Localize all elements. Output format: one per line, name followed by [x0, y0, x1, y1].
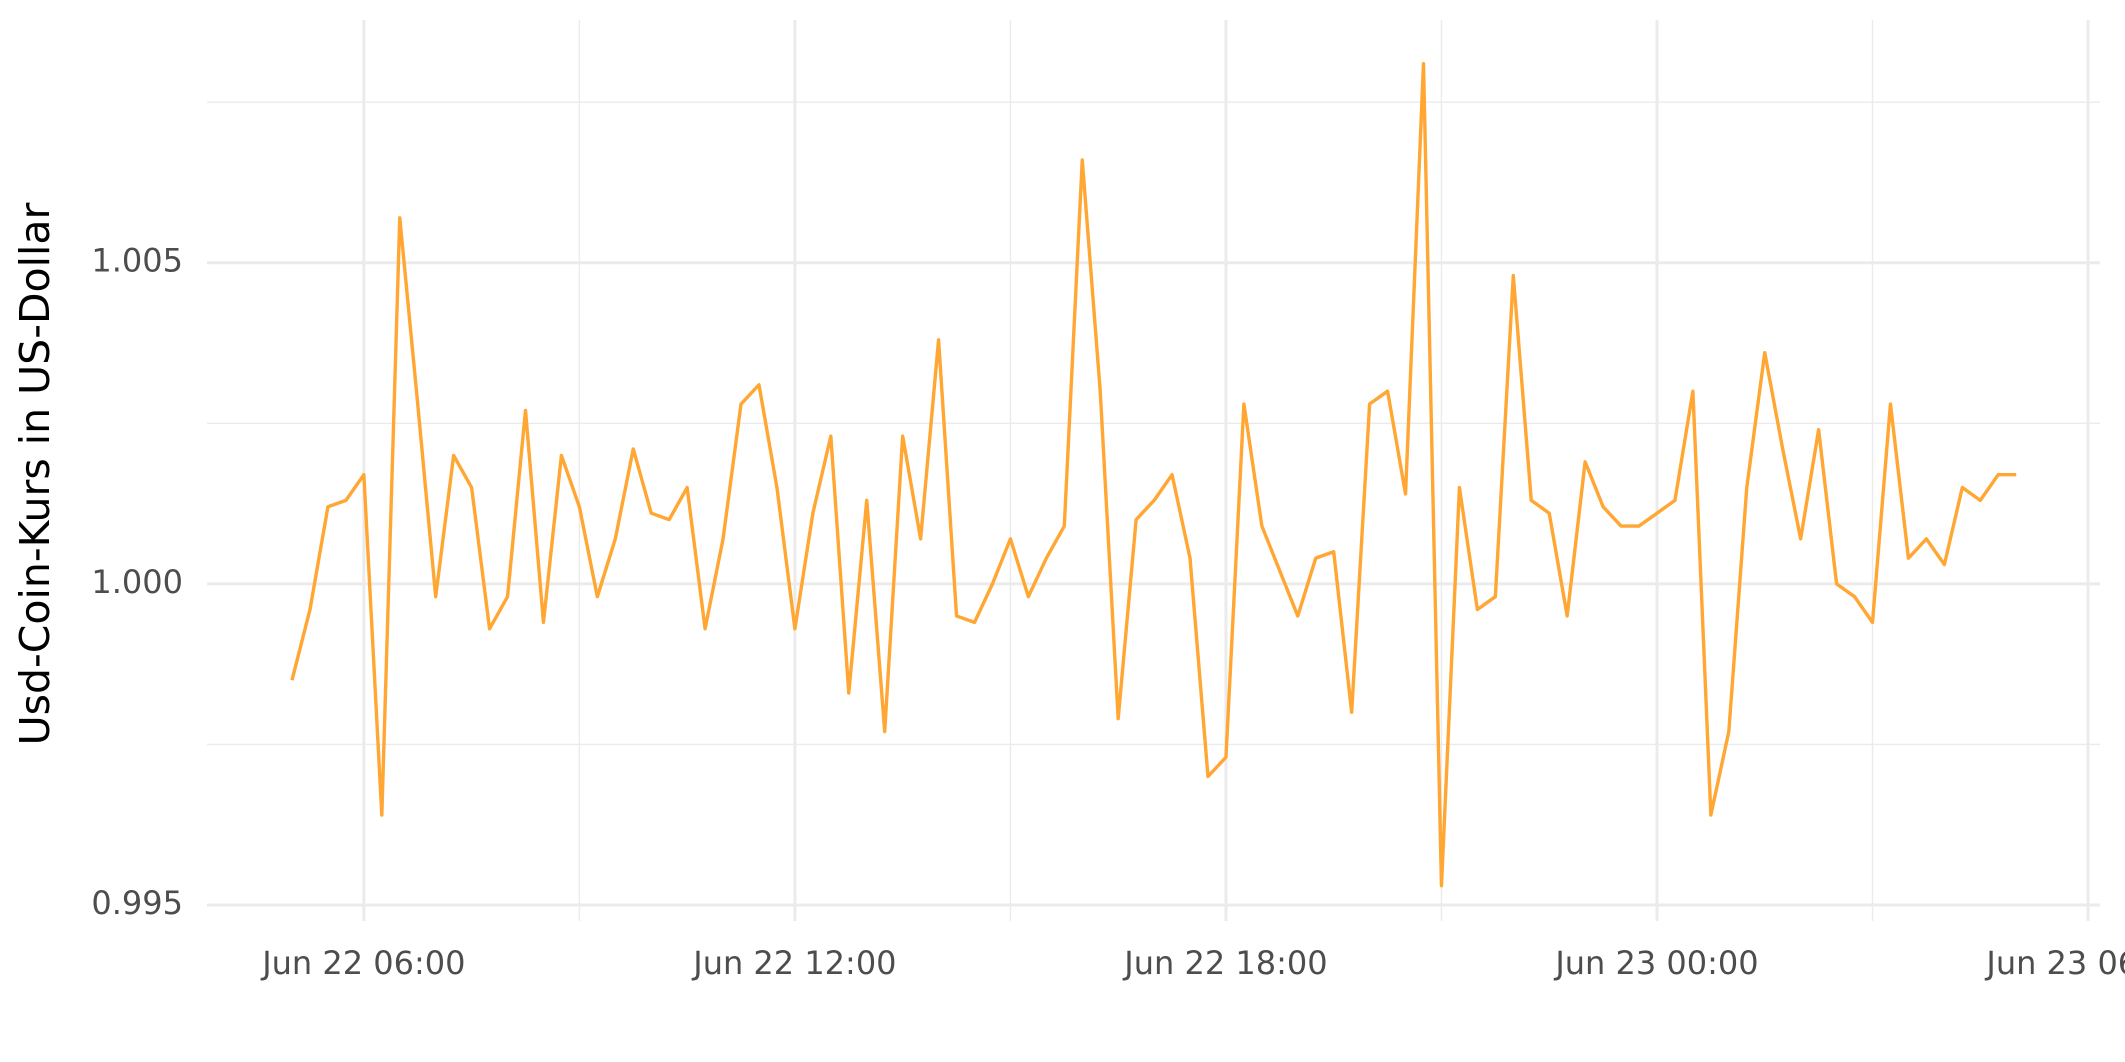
- x-tick-label: Jun 22 12:00: [691, 944, 896, 982]
- y-axis-label: Usd-Coin-Kurs in US-Dollar: [11, 202, 59, 745]
- x-tick-label: Jun 22 18:00: [1122, 944, 1327, 982]
- y-tick-label: 0.995: [91, 884, 183, 922]
- series-line: [290, 61, 2017, 888]
- y-tick-label: 1.000: [91, 563, 183, 601]
- x-tick-label: Jun 23 00:00: [1553, 944, 1758, 982]
- y-tick-label: 1.005: [91, 242, 183, 280]
- x-tick-label: Jun 22 06:00: [260, 944, 465, 982]
- x-tick-label: Jun 23 06:00: [1984, 944, 2125, 982]
